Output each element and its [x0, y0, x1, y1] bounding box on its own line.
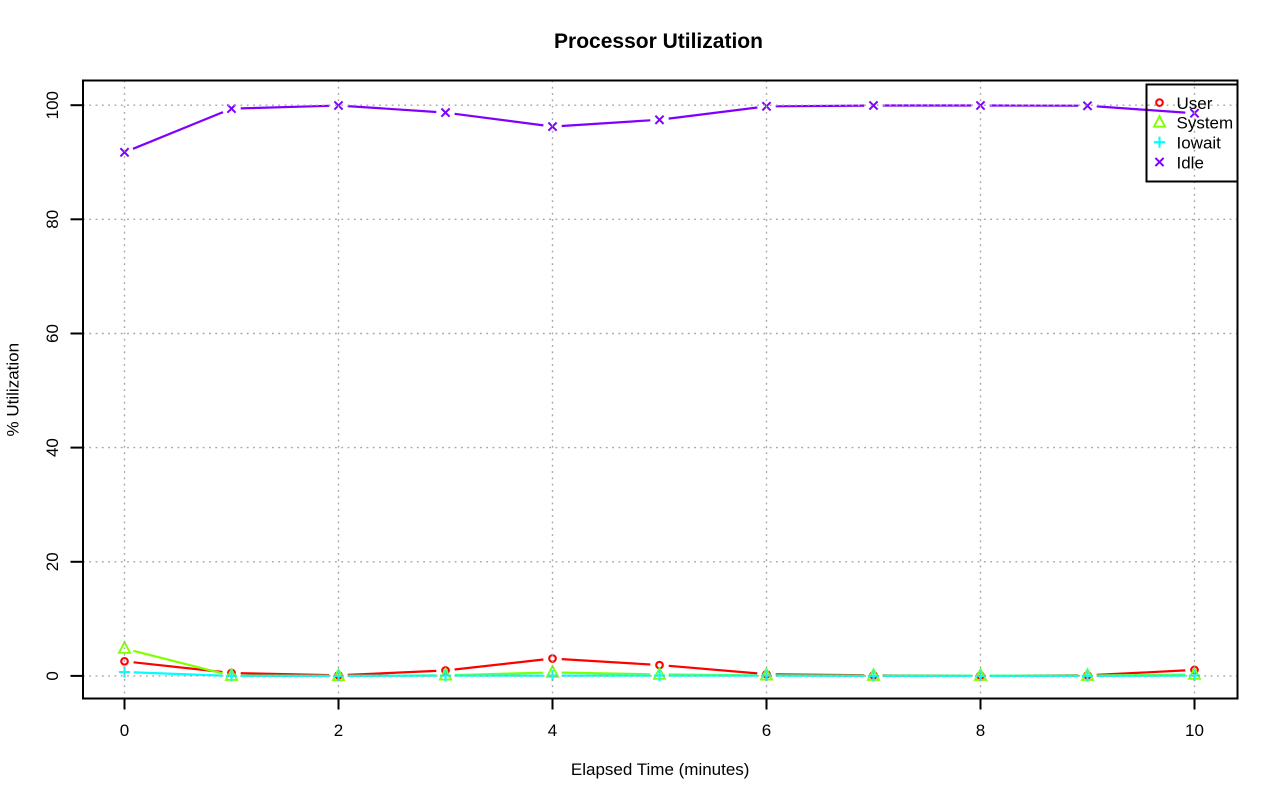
svg-text:20: 20 — [43, 552, 62, 571]
svg-text:Elapsed Time (minutes): Elapsed Time (minutes) — [571, 760, 750, 779]
svg-text:10: 10 — [1185, 721, 1204, 740]
svg-text:40: 40 — [43, 438, 62, 457]
svg-text:% Utilization: % Utilization — [4, 343, 23, 437]
svg-text:80: 80 — [43, 210, 62, 229]
svg-text:System: System — [1177, 114, 1234, 133]
svg-text:0: 0 — [43, 671, 62, 680]
svg-text:100: 100 — [43, 91, 62, 119]
svg-text:60: 60 — [43, 324, 62, 343]
svg-text:2: 2 — [334, 721, 343, 740]
svg-text:4: 4 — [548, 721, 557, 740]
svg-text:Idle: Idle — [1177, 153, 1204, 172]
svg-text:6: 6 — [762, 721, 771, 740]
svg-text:0: 0 — [120, 721, 129, 740]
svg-text:8: 8 — [976, 721, 985, 740]
svg-text:User: User — [1177, 94, 1213, 113]
svg-text:Iowait: Iowait — [1177, 134, 1222, 153]
svg-text:Processor Utilization: Processor Utilization — [554, 30, 763, 53]
